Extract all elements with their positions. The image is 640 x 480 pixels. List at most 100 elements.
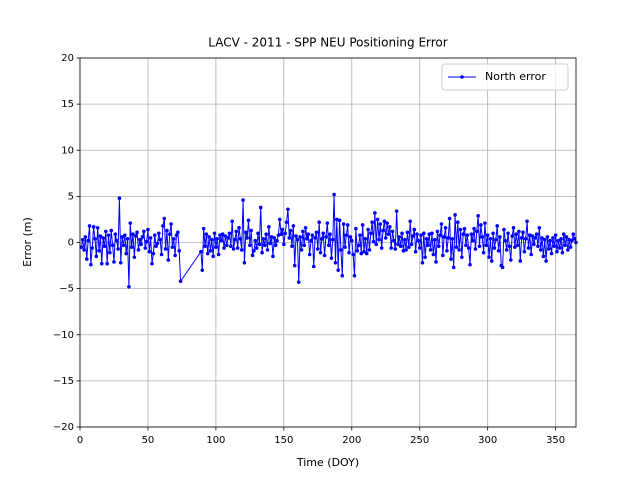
data-point (317, 220, 321, 225)
data-point (313, 236, 317, 240)
data-point (174, 233, 179, 237)
data-point (374, 242, 379, 247)
data-point (243, 230, 248, 235)
data-point (330, 237, 335, 242)
data-point (108, 250, 112, 255)
y-tick-label: 0 (68, 238, 74, 249)
data-point (155, 241, 160, 246)
data-point (173, 253, 177, 258)
y-tick-label: −10 (53, 330, 74, 341)
data-point (506, 231, 510, 236)
data-point (169, 222, 173, 226)
data-point (457, 248, 461, 252)
data-point (238, 237, 243, 241)
data-point (479, 223, 483, 227)
data-point (143, 246, 148, 250)
data-point (142, 229, 146, 234)
data-point (324, 235, 328, 239)
data-point (248, 243, 252, 248)
data-point (502, 227, 506, 232)
data-point (328, 232, 332, 236)
data-point (465, 233, 470, 237)
data-point (432, 237, 437, 242)
data-point (513, 245, 517, 249)
data-point (404, 248, 408, 252)
data-point (523, 237, 528, 241)
data-point (455, 220, 460, 225)
y-axis-label: Error (m) (21, 217, 34, 267)
data-point (161, 224, 165, 228)
data-point (212, 231, 217, 236)
data-point (231, 247, 236, 251)
x-tick-label: 150 (274, 435, 293, 446)
data-point (511, 225, 516, 230)
data-point (521, 230, 525, 235)
data-point (137, 237, 142, 242)
data-point (287, 236, 292, 240)
data-point (435, 229, 440, 234)
data-point (121, 243, 126, 248)
legend-box (441, 63, 569, 91)
data-point (307, 252, 312, 257)
data-point (199, 249, 203, 254)
data-point (366, 227, 370, 232)
data-point (165, 228, 169, 233)
data-point (340, 273, 345, 278)
data-point (256, 231, 260, 236)
data-point (295, 237, 300, 242)
data-point (214, 245, 218, 249)
data-point (242, 260, 247, 265)
data-point (176, 230, 180, 235)
data-point (167, 232, 172, 236)
data-point (208, 249, 213, 253)
data-point (477, 244, 482, 248)
data-point (381, 228, 385, 233)
data-point (97, 249, 101, 253)
data-point (282, 242, 286, 247)
chart-title: LACV - 2011 - SPP NEU Positioning Error (208, 36, 447, 50)
data-point (517, 229, 521, 234)
data-point (87, 224, 92, 228)
data-point (354, 226, 358, 231)
data-point (147, 249, 152, 254)
data-point (405, 230, 410, 235)
data-point (223, 234, 228, 238)
data-point (305, 237, 309, 241)
data-point (458, 227, 463, 232)
data-point (128, 221, 133, 225)
data-point (260, 250, 264, 255)
data-point (116, 247, 120, 251)
data-point (129, 245, 134, 249)
data-point (480, 235, 485, 239)
data-point (159, 252, 164, 257)
plot-frame (79, 57, 577, 428)
data-point (367, 248, 372, 252)
data-point (329, 256, 334, 260)
data-point (332, 192, 336, 197)
data-point (123, 233, 127, 237)
data-point (449, 257, 453, 261)
data-point (235, 246, 240, 250)
data-point (335, 217, 339, 222)
data-point (218, 233, 222, 237)
data-point (267, 225, 271, 229)
data-point (303, 225, 308, 230)
data-point (144, 239, 149, 244)
data-point (359, 251, 364, 256)
data-point (503, 238, 508, 243)
data-point (83, 235, 88, 239)
data-point (95, 225, 100, 230)
data-point (402, 237, 407, 242)
x-axis-label: Time (DOY) (296, 456, 359, 469)
data-point (171, 237, 176, 241)
data-point (430, 231, 434, 236)
data-point (570, 238, 574, 243)
data-point (491, 231, 495, 236)
data-point (390, 229, 395, 234)
data-point (434, 260, 438, 264)
data-point (377, 237, 381, 242)
data-point (530, 234, 535, 238)
data-point (500, 265, 505, 270)
data-point (423, 255, 427, 260)
